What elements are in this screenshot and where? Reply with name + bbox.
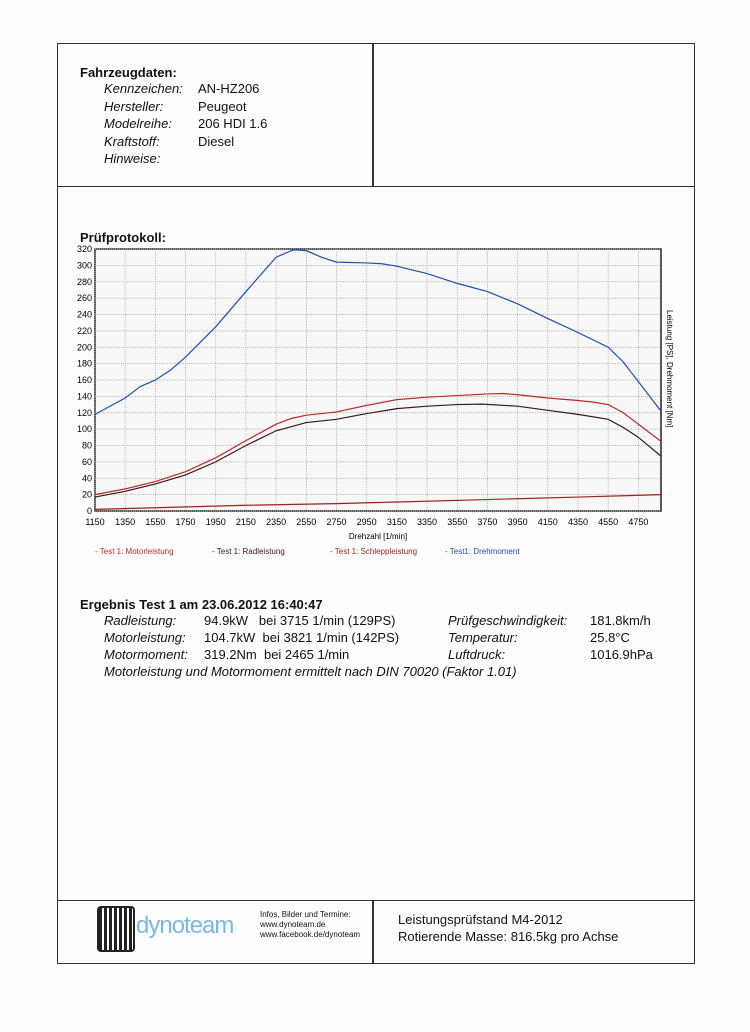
x-axis-label: Drehzahl [1/min] [349,532,407,541]
legend-entry: - Test1: Drehmoment [445,547,520,556]
x-tick-label: 1350 [115,517,135,527]
result-label-2: Luftdruck: [448,647,506,662]
info-label: Infos, Bilder und Termine: [260,910,351,919]
dynoteam-logo-text: dynoteam [136,912,234,939]
vehicle-value: Diesel [198,133,235,149]
y-tick-label: 20 [82,490,92,500]
x-tick-label: 2150 [236,517,256,527]
footer-info-box [372,900,695,964]
x-tick-label: 2550 [296,517,316,527]
y-tick-label: 140 [77,391,92,401]
y-tick-label: 0 [87,506,92,516]
vehicle-value: 206 HDI 1.6 [198,116,268,131]
y-tick-label: 280 [77,277,92,287]
vehicle-label: Modelreihe: [104,116,172,131]
y-tick-label: 200 [77,342,92,352]
result-value: 319.2Nm bei 2465 1/min [204,647,350,662]
x-tick-label: 1150 [85,517,104,527]
vehicle-box [57,43,374,187]
x-tick-label: 3750 [477,517,497,527]
legend-entry: - Test 1: Schleppleistung [330,547,417,556]
y-axis-label: Leistung [PS], Drehmoment [Nm] [665,310,674,427]
x-tick-label: 1750 [176,517,196,527]
x-tick-label: 2350 [266,517,286,527]
x-tick-label: 4150 [538,517,558,527]
y-tick-label: 80 [82,441,92,451]
x-tick-label: 3150 [387,517,407,527]
result-value: 104.7kW bei 3821 1/min (142PS) [204,630,400,645]
rotating-mass: Rotierende Masse: 816.5kg pro Achse [398,929,619,944]
footer-logo-box [57,900,374,964]
x-tick-label: 3550 [447,517,467,527]
facebook-link[interactable]: www.facebook.de/dynoteam [260,930,361,939]
x-tick-label: 4550 [598,517,618,527]
vehicle-label: Hinweise: [104,151,161,166]
result-label: Motormoment: [104,647,188,662]
footer-contact: Infos, Bilder und Termine: www.dynoteam.… [260,910,360,940]
y-tick-label: 260 [77,293,92,303]
result-label: Radleistung: [104,613,177,628]
din-note: Motorleistung und Motormoment ermittelt … [104,664,517,679]
y-tick-label: 120 [77,408,92,418]
y-tick-label: 100 [77,424,92,434]
y-tick-label: 320 [77,244,92,254]
x-tick-label: 4750 [628,517,648,527]
result-value-2: 181.8km/h [590,613,651,628]
vehicle-value: AN-HZ206 [198,81,260,96]
x-tick-label: 2750 [326,517,346,527]
vehicle-label: Kennzeichen: [104,81,183,96]
vehicle-label: Hersteller: [104,98,164,114]
website-link[interactable]: www.dynoteam.de [260,920,326,929]
y-tick-label: 60 [82,457,92,467]
x-tick-label: 3350 [417,517,437,527]
series-line [94,494,662,510]
result-value-2: 25.8°C [590,630,630,645]
legend-entry: - Test 1: Motorleistung [95,547,174,556]
y-tick-label: 220 [77,326,92,336]
series-line [94,403,662,498]
result-value: 94.9kW bei 3715 1/min (129PS) [204,613,396,628]
result-label: Motorleistung: [104,630,186,645]
x-tick-label: 1550 [145,517,165,527]
x-tick-label: 2950 [357,517,377,527]
vehicle-label: Kraftstoff: [104,133,160,149]
series-line [94,249,662,415]
series-line [94,392,662,496]
y-tick-label: 160 [77,375,92,385]
result-label-2: Temperatur: [448,630,518,645]
x-tick-label: 1950 [206,517,226,527]
legend-entry: - Test 1: Radleistung [212,547,285,556]
dyno-model: Leistungsprüfstand M4-2012 [398,912,563,927]
protocol-title: Prüfprotokoll: [80,230,166,245]
empty-box [372,43,695,187]
dynoteam-logo-icon [97,906,135,952]
y-tick-label: 40 [82,473,92,483]
y-tick-label: 180 [77,359,92,369]
y-tick-label: 240 [77,310,92,320]
y-tick-label: 300 [77,260,92,270]
dyno-chart: 0 20 40 60 80 100 120 140 160 180 200 220 240 260 280 3… [77,244,674,556]
result-label-2: Prüfgeschwindigkeit: [448,613,568,628]
result-title: Ergebnis Test 1 am 23.06.2012 16:40:47 [80,597,323,612]
result-value-2: 1016.9hPa [590,647,653,662]
x-tick-label: 3950 [508,517,528,527]
vehicle-title: Fahrzeugdaten: [80,65,177,80]
x-tick-label: 4350 [568,517,588,527]
vehicle-value: Peugeot [198,98,247,114]
